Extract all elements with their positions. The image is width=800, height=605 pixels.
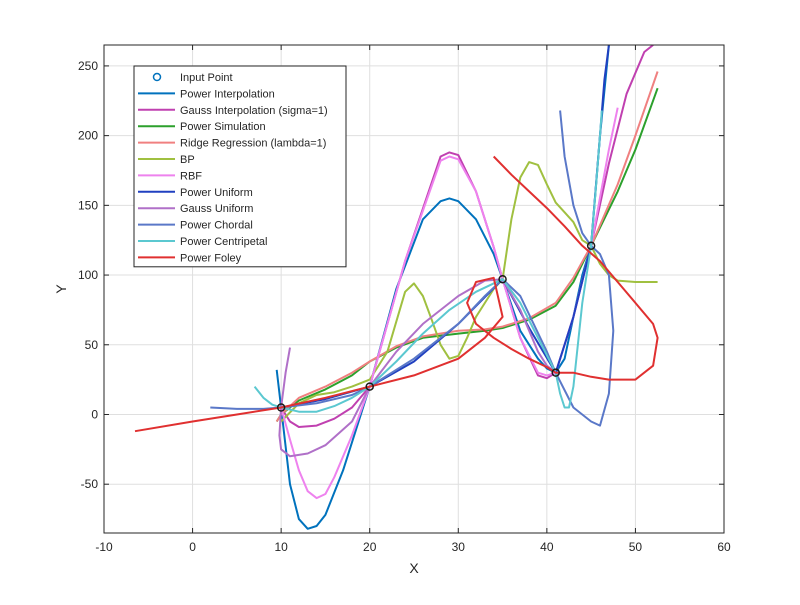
x-tick-label: 60 — [717, 540, 731, 554]
legend-label: Power Uniform — [180, 187, 253, 199]
legend-label: Power Chordal — [180, 220, 253, 232]
y-tick-label: 150 — [78, 198, 98, 212]
input-point-marker — [276, 403, 286, 412]
x-tick-label: -10 — [95, 540, 113, 554]
legend-marker-input-point — [152, 72, 162, 82]
x-tick-label: 10 — [274, 540, 288, 554]
series-line-bp — [280, 161, 658, 423]
x-tick-label: 50 — [629, 540, 643, 554]
series-line-power-centripetal — [253, 110, 603, 413]
legend: Input Point Power Interpolation Gauss Inte… — [133, 65, 347, 268]
y-tick-label: -50 — [81, 477, 99, 491]
y-tick-label: 100 — [78, 268, 98, 282]
legend-label: Gauss Uniform — [180, 203, 253, 215]
x-axis-label: X — [409, 560, 419, 576]
legend-label: RBF — [180, 170, 202, 182]
x-tick-label: 0 — [189, 540, 196, 554]
legend-label: Gauss Interpolation (sigma=1) — [180, 105, 328, 117]
legend-label: BP — [180, 154, 195, 166]
legend-box — [133, 65, 347, 268]
series-line-power-foley — [134, 155, 659, 433]
x-tick-label: 20 — [363, 540, 377, 554]
y-tick-label: 0 — [91, 407, 98, 421]
legend-label: Power Foley — [180, 252, 242, 264]
input-point-marker — [498, 274, 507, 284]
y-tick-label: 50 — [85, 338, 99, 352]
legend-label: Input Point — [180, 72, 233, 84]
x-tick-label: 30 — [452, 540, 466, 554]
y-tick-label: 200 — [78, 129, 98, 143]
series-line-ridge-regression-lambda-1 — [275, 71, 659, 423]
input-point-marker — [551, 368, 560, 377]
input-point-marker — [365, 382, 374, 391]
plot-frame — [103, 44, 725, 534]
input-point-marker — [586, 241, 596, 251]
series-line-power-interpolation — [275, 45, 610, 530]
legend-label: Ridge Regression (lambda=1) — [180, 138, 326, 150]
legend-label: Power Interpolation — [180, 88, 275, 100]
legend-label: Power Centripetal — [180, 236, 267, 248]
y-axis-label: Y — [53, 284, 69, 294]
y-tick-label: 250 — [78, 59, 98, 73]
legend-label: Power Simulation — [180, 121, 266, 133]
x-tick-label: 40 — [540, 540, 554, 554]
